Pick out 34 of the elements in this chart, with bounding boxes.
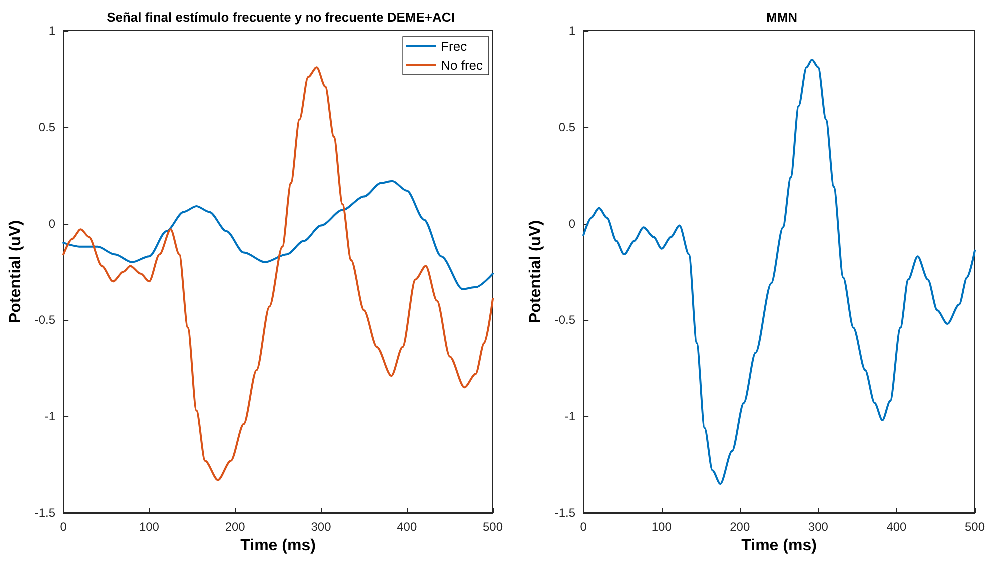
y-tick-label: 0.5 <box>38 120 56 134</box>
x-axis-title: Time (ms) <box>240 537 316 554</box>
x-tick-label: 200 <box>730 520 750 534</box>
y-tick-label: -0.5 <box>554 313 576 328</box>
legend-label: Frec <box>441 39 468 54</box>
y-tick-label: 1 <box>568 24 576 38</box>
legend-label: No frec <box>441 58 484 73</box>
y-tick-label: -1 <box>564 410 576 424</box>
x-tick-label: 300 <box>311 520 332 534</box>
y-tick-label: 1 <box>48 24 56 38</box>
y-axis-title: Potential (uV) <box>528 220 544 324</box>
y-tick-label: -1 <box>44 410 56 424</box>
x-tick-label: 0 <box>580 520 588 534</box>
chart-title: Señal final estímulo frecuente y no frecuente DEME+ACI <box>107 10 455 25</box>
x-tick-label: 200 <box>225 520 246 534</box>
chart-title: MMN <box>766 10 798 25</box>
y-tick-label: -1.5 <box>554 506 576 520</box>
line-series <box>62 180 494 290</box>
x-tick-label: 400 <box>886 520 908 534</box>
x-tick-label: 500 <box>964 520 986 534</box>
x-tick-label: 500 <box>482 520 504 534</box>
x-tick-label: 400 <box>397 520 418 534</box>
y-tick-label: -1.5 <box>34 506 56 520</box>
line-series <box>582 58 976 486</box>
y-tick-label: 0.5 <box>558 120 576 134</box>
y-tick-label: 0 <box>48 216 56 231</box>
x-tick-label: 100 <box>652 520 672 534</box>
x-tick-label: 100 <box>139 520 160 534</box>
x-tick-label: 300 <box>808 520 829 534</box>
x-axis-title: Time (ms) <box>742 537 817 554</box>
x-tick-label: 0 <box>60 520 68 534</box>
y-tick-label: 0 <box>568 216 576 231</box>
y-tick-label: -0.5 <box>34 313 56 328</box>
y-axis-title: Potential (uV) <box>8 220 24 324</box>
